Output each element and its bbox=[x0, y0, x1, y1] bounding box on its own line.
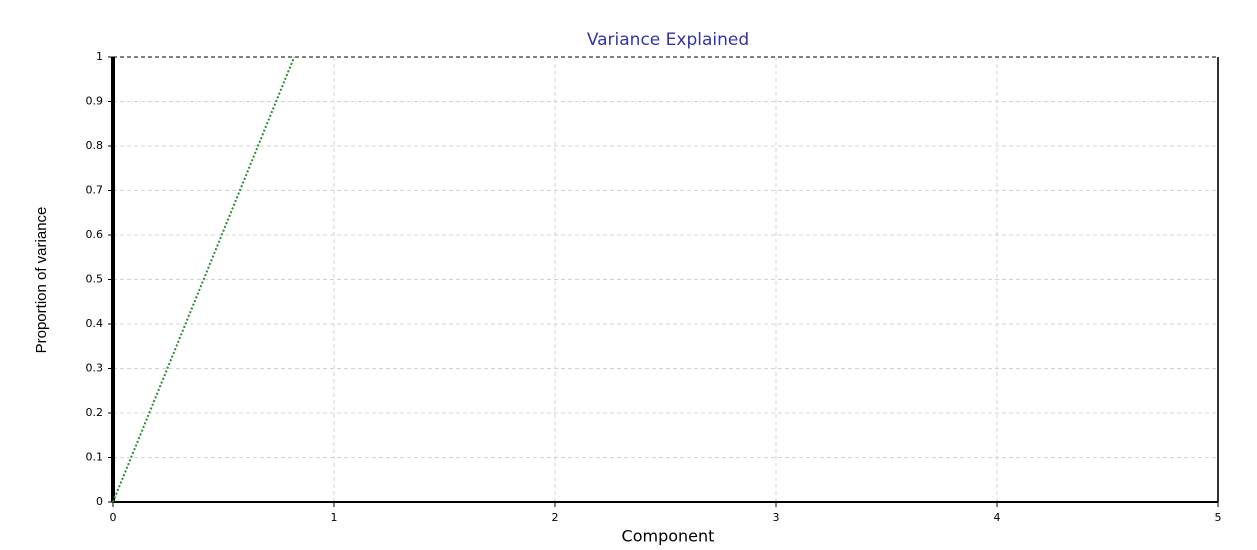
y-tick-label: 0.1 bbox=[86, 451, 104, 464]
y-tick-label: 0.7 bbox=[86, 184, 104, 197]
y-tick-label: 0 bbox=[96, 495, 103, 508]
x-tick-label: 4 bbox=[994, 511, 1001, 524]
x-axis-label: Component bbox=[622, 527, 715, 546]
x-tick-label: 3 bbox=[773, 511, 780, 524]
x-tick-label: 2 bbox=[552, 511, 559, 524]
y-tick-label: 0.8 bbox=[86, 139, 104, 152]
data-line bbox=[112, 56, 296, 503]
y-tick-label: 1 bbox=[96, 50, 103, 63]
y-tick-label: 0.9 bbox=[86, 95, 104, 108]
y-tick-label: 0.5 bbox=[86, 273, 104, 286]
y-tick-label: 0.2 bbox=[86, 406, 104, 419]
x-tick-label: 0 bbox=[110, 511, 117, 524]
y-tick-label: 0.3 bbox=[86, 362, 104, 375]
y-tick-label: 0.4 bbox=[86, 317, 104, 330]
y-axis-label: Proportion of variance bbox=[33, 207, 50, 354]
x-tick-label: 5 bbox=[1215, 511, 1222, 524]
y-tick-label: 0.6 bbox=[86, 228, 104, 241]
x-tick-label: 1 bbox=[331, 511, 338, 524]
chart-title: Variance Explained bbox=[587, 30, 749, 50]
